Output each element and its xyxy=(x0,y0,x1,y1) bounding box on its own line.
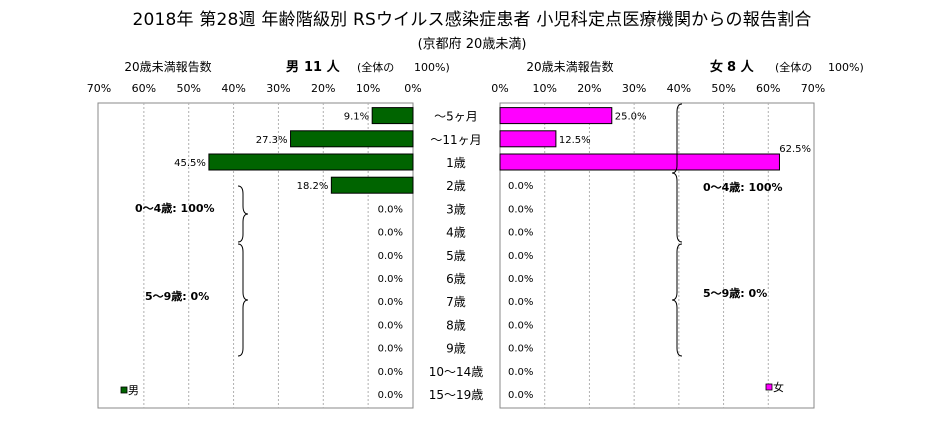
female-data-label: 0.0% xyxy=(508,320,533,331)
female-data-label: 0.0% xyxy=(508,181,533,192)
male-x-tick-label: 0% xyxy=(404,82,421,95)
category-label: 5歳 xyxy=(446,249,466,263)
female-x-tick-label: 50% xyxy=(711,82,735,95)
female-x-tick-label: 30% xyxy=(622,82,646,95)
female-bar xyxy=(499,153,780,171)
female-legend-swatch xyxy=(765,383,773,391)
male-annotation-5-9: 5～9歳: 0% xyxy=(145,289,209,303)
female-plot-area xyxy=(499,102,815,409)
female-data-label: 0.0% xyxy=(508,344,533,355)
chart-subtitle: (京都府 20歳未満) xyxy=(417,37,527,52)
male-header-total: (全体の xyxy=(357,60,394,74)
male-header-reports: 20歳未満報告数 xyxy=(124,59,211,74)
category-label: 6歳 xyxy=(446,272,466,286)
category-label: 9歳 xyxy=(446,342,466,356)
category-label: ～11ヶ月 xyxy=(430,133,481,147)
female-data-label: 0.0% xyxy=(508,274,533,285)
female-header-count: 8 人 xyxy=(727,59,755,75)
female-data-label: 0.0% xyxy=(508,367,533,378)
female-x-tick-label: 40% xyxy=(667,82,691,95)
male-x-tick-label: 10% xyxy=(356,82,380,95)
male-x-tick-label: 20% xyxy=(311,82,335,95)
male-x-tick-label: 50% xyxy=(176,82,200,95)
male-data-label: 0.0% xyxy=(378,228,403,239)
female-x-tick-label: 20% xyxy=(577,82,601,95)
female-header-total-pct: 100%) xyxy=(828,61,864,74)
male-bar xyxy=(371,107,414,125)
male-bar xyxy=(290,130,414,148)
male-legend-label: 男 xyxy=(128,384,139,397)
female-brace-0-4 xyxy=(671,103,683,243)
female-x-tick-label: 10% xyxy=(532,82,556,95)
male-data-label: 0.0% xyxy=(378,251,403,262)
female-legend-label: 女 xyxy=(773,380,784,394)
female-data-label: 12.5% xyxy=(559,135,591,146)
female-data-label: 0.0% xyxy=(508,251,533,262)
male-data-label: 0.0% xyxy=(378,274,403,285)
female-header-reports: 20歳未満報告数 xyxy=(526,59,613,74)
female-header-gender: 女 xyxy=(710,59,723,75)
female-bar xyxy=(499,130,557,148)
male-brace-5-9 xyxy=(237,243,249,357)
male-header-gender: 男 xyxy=(286,60,299,75)
female-annotation-5-9: 5～9歳: 0% xyxy=(703,286,767,300)
female-bar xyxy=(499,107,613,125)
male-data-label: 0.0% xyxy=(378,297,403,308)
female-data-label: 0.0% xyxy=(508,228,533,239)
category-label: 2歳 xyxy=(446,179,466,193)
category-label: ～5ヶ月 xyxy=(434,110,478,124)
male-x-tick-label: 70% xyxy=(87,82,111,95)
chart-title: 2018年 第28週 年齢階級別 RSウイルス感染症患者 小児科定点医療機関から… xyxy=(132,10,812,30)
male-header-count: 11 人 xyxy=(304,59,341,75)
male-data-label: 18.2% xyxy=(297,181,329,192)
category-label: 3歳 xyxy=(446,202,466,216)
male-data-label: 0.0% xyxy=(378,320,403,331)
female-brace-5-9 xyxy=(671,243,683,357)
category-label: 1歳 xyxy=(446,156,466,170)
female-annotation-0-4: 0～4歳: 100% xyxy=(703,180,783,194)
male-bar xyxy=(208,153,414,171)
male-plot-area xyxy=(97,102,414,409)
category-label: 7歳 xyxy=(446,295,466,309)
male-annotation-0-4: 0～4歳: 100% xyxy=(135,201,215,215)
male-data-label: 9.1% xyxy=(344,112,369,123)
male-header-total-pct: 100%) xyxy=(414,61,450,74)
male-data-label: 0.0% xyxy=(378,344,403,355)
male-legend-swatch xyxy=(120,386,128,394)
male-data-label: 0.0% xyxy=(378,204,403,215)
male-x-tick-label: 30% xyxy=(266,82,290,95)
category-label: 4歳 xyxy=(446,226,466,240)
male-brace-0-4 xyxy=(237,185,249,243)
female-x-tick-label: 60% xyxy=(756,82,780,95)
female-header-total: (全体の xyxy=(775,60,812,74)
male-bar xyxy=(330,176,414,194)
female-data-label: 0.0% xyxy=(508,297,533,308)
female-data-label: 25.0% xyxy=(615,112,647,123)
female-x-tick-label: 70% xyxy=(801,82,825,95)
male-x-tick-label: 60% xyxy=(132,82,156,95)
category-label: 15～19歳 xyxy=(429,388,484,402)
female-data-label: 62.5% xyxy=(779,144,811,155)
female-data-label: 0.0% xyxy=(508,204,533,215)
male-data-label: 45.5% xyxy=(174,158,206,169)
female-data-label: 0.0% xyxy=(508,390,533,401)
male-data-label: 0.0% xyxy=(378,367,403,378)
female-x-tick-label: 0% xyxy=(491,82,508,95)
male-x-tick-label: 40% xyxy=(221,82,245,95)
category-label: 8歳 xyxy=(446,318,466,332)
male-data-label: 0.0% xyxy=(378,390,403,401)
category-label: 10～14歳 xyxy=(429,365,484,379)
male-data-label: 27.3% xyxy=(256,135,288,146)
